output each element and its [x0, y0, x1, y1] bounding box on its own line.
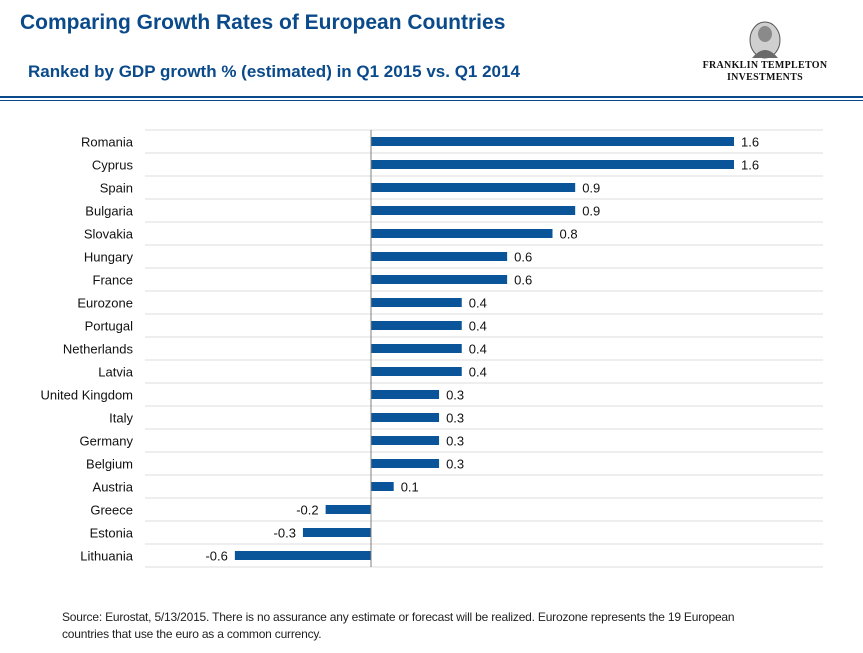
data-label: 0.3	[446, 457, 464, 472]
category-label: Portugal	[85, 319, 134, 334]
chart-subtitle: Ranked by GDP growth % (estimated) in Q1…	[28, 62, 520, 81]
data-label: 0.4	[469, 342, 487, 357]
bar	[371, 298, 462, 307]
bar	[371, 390, 440, 399]
data-label: 0.9	[582, 204, 600, 219]
data-label: -0.2	[296, 503, 318, 518]
category-label: Netherlands	[63, 342, 134, 357]
category-label: Romania	[81, 135, 134, 150]
data-label: 0.4	[469, 365, 487, 380]
bar	[302, 528, 371, 537]
bar	[371, 252, 508, 261]
header-rule-thin	[0, 100, 863, 101]
data-label: 0.4	[469, 319, 487, 334]
data-label: 0.1	[401, 480, 419, 495]
category-label: Hungary	[84, 250, 134, 265]
data-label: 1.6	[741, 135, 759, 150]
category-label: France	[93, 273, 133, 288]
category-label: Austria	[93, 480, 134, 495]
portrait-icon	[749, 21, 781, 59]
data-label: 0.3	[446, 388, 464, 403]
bar	[234, 551, 371, 560]
bar	[371, 206, 576, 215]
category-label: Latvia	[98, 365, 133, 380]
bar	[371, 275, 508, 284]
data-label: -0.6	[205, 549, 227, 564]
data-label: 0.9	[582, 181, 600, 196]
bar	[371, 436, 440, 445]
data-label: 1.6	[741, 158, 759, 173]
data-label: 0.3	[446, 434, 464, 449]
bar	[371, 367, 462, 376]
category-label: United Kingdom	[41, 388, 134, 403]
category-label: Eurozone	[77, 296, 133, 311]
category-label: Germany	[80, 434, 134, 449]
data-label: 0.6	[514, 273, 532, 288]
header-rule	[0, 96, 863, 98]
bar	[371, 459, 440, 468]
bar	[371, 344, 462, 353]
bar	[371, 137, 734, 146]
data-label: 0.8	[560, 227, 578, 242]
franklin-templeton-logo: FRANKLIN TEMPLETON INVESTMENTS	[700, 20, 830, 86]
logo-line-2: INVESTMENTS	[726, 72, 804, 83]
category-label: Bulgaria	[85, 204, 133, 219]
data-label: -0.3	[274, 526, 296, 541]
bar	[371, 229, 553, 238]
bar	[371, 413, 440, 422]
source-note: Source: Eurostat, 5/13/2015. There is no…	[62, 610, 735, 641]
logo-line-1: FRANKLIN TEMPLETON	[702, 60, 828, 71]
bar	[325, 505, 371, 514]
category-label: Spain	[100, 181, 133, 196]
bar	[371, 183, 576, 192]
category-label: Slovakia	[84, 227, 134, 242]
category-label: Belgium	[86, 457, 133, 472]
category-label: Lithuania	[80, 549, 134, 564]
data-label: 0.3	[446, 411, 464, 426]
category-label: Estonia	[90, 526, 134, 541]
category-label: Greece	[90, 503, 133, 518]
bar	[371, 482, 394, 491]
category-label: Cyprus	[92, 158, 134, 173]
category-label: Italy	[109, 411, 133, 426]
bar	[371, 160, 734, 169]
chart-title: Comparing Growth Rates of European Count…	[20, 11, 506, 34]
data-label: 0.4	[469, 296, 487, 311]
bar	[371, 321, 462, 330]
bar-chart: Romania 1.6 Cyprus 1.6 Spain 0.9 Bulgaria 0.9 Sl…	[41, 129, 823, 568]
data-label: 0.6	[514, 250, 532, 265]
